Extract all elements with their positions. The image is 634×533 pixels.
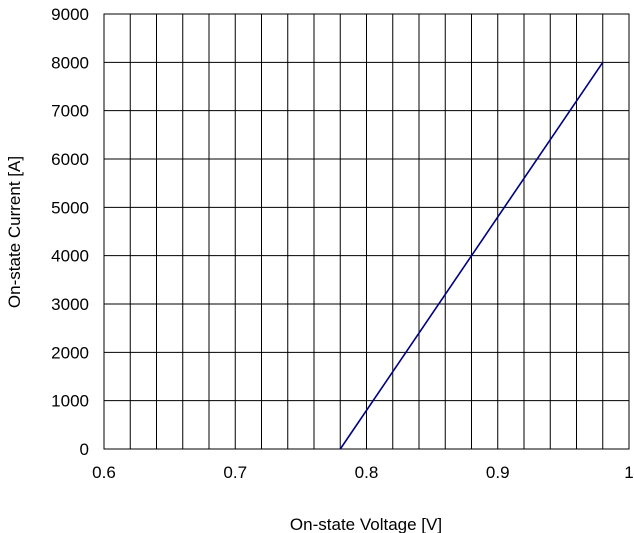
y-tick-label: 7000 <box>51 102 89 121</box>
grid-layer <box>104 14 629 449</box>
y-tick-label: 8000 <box>51 53 89 72</box>
y-tick-label: 9000 <box>51 5 89 24</box>
y-tick-label: 1000 <box>51 392 89 411</box>
plot-frame <box>103 13 630 450</box>
y-tick-label: 3000 <box>51 295 89 314</box>
x-tick-label: 1 <box>624 463 633 482</box>
series-line-1 <box>339 61 604 450</box>
x-tick-label: 0.8 <box>355 463 379 482</box>
y-tick-label: 0 <box>80 440 89 459</box>
x-tick-label: 0.6 <box>92 463 116 482</box>
y-tick-label: 5000 <box>51 198 89 217</box>
y-axis-title: On-state Current [A] <box>5 156 24 308</box>
y-tick-label: 2000 <box>51 343 89 362</box>
y-tick-label: 6000 <box>51 150 89 169</box>
x-axis-title: On-state Voltage [V] <box>290 515 442 533</box>
x-tick-label: 0.9 <box>486 463 510 482</box>
y-tick-label: 4000 <box>51 247 89 266</box>
tick-label-layer: 0.6 0.7 0.8 0.9 1 0 1000 2000 3000 4000 5000 6000 70… <box>51 5 634 482</box>
x-tick-label: 0.7 <box>223 463 247 482</box>
series-layer <box>339 61 604 450</box>
